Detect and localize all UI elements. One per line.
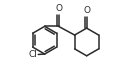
Text: O: O bbox=[83, 6, 90, 15]
Text: O: O bbox=[55, 4, 62, 13]
Text: Cl: Cl bbox=[29, 50, 38, 59]
